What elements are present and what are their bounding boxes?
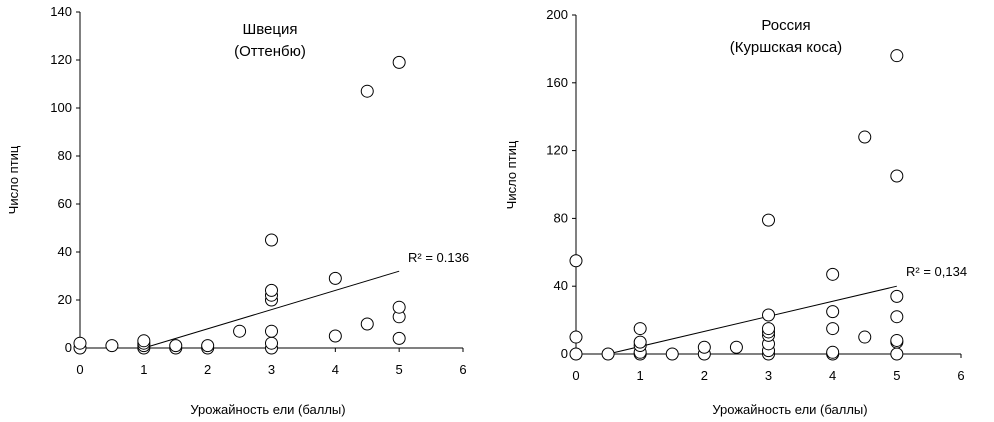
chart-sweden: Швеция (Оттенбю) Число птиц Урожайность … [6, 4, 469, 417]
data-point [265, 233, 278, 247]
data-point [360, 84, 374, 98]
chart-subtitle: (Оттенбю) [234, 43, 306, 60]
x-tick-label: 0 [572, 368, 579, 383]
data-point [392, 331, 406, 345]
x-tick-label: 5 [893, 368, 900, 383]
y-tick-label: 80 [58, 148, 72, 163]
data-point [633, 335, 647, 349]
x-tick-label: 4 [332, 362, 339, 377]
y-axis-label: Число птиц [6, 145, 21, 214]
trend-line [607, 285, 897, 355]
data-point [265, 324, 278, 338]
chart-title: Россия [761, 17, 810, 34]
data-point [826, 267, 840, 281]
y-tick-label: 200 [546, 7, 568, 22]
data-point [105, 339, 119, 353]
y-axis-label: Число птиц [504, 140, 519, 209]
y-tick-label: 160 [546, 75, 568, 90]
data-point [762, 322, 775, 336]
x-axis-label: Урожайность ели (баллы) [712, 402, 867, 417]
data-point [762, 308, 775, 322]
x-tick-label: 3 [765, 368, 772, 383]
data-point [201, 339, 215, 353]
data-point [169, 339, 183, 353]
x-tick-label: 6 [459, 362, 466, 377]
data-point [890, 310, 904, 324]
chart-russia: Россия (Куршская коса) Число птиц Урожай… [504, 7, 967, 417]
r-squared-annotation: R² = 0.136 [408, 250, 469, 265]
x-tick-label: 5 [396, 362, 403, 377]
y-tick-label: 40 [554, 278, 568, 293]
y-tick-label: 60 [58, 196, 72, 211]
data-point [601, 347, 615, 361]
data-point [360, 317, 374, 331]
y-tick-label: 120 [50, 52, 72, 67]
r-squared-annotation: R² = 0,134 [906, 264, 967, 279]
data-point [826, 305, 840, 319]
data-point [890, 169, 904, 183]
y-tick-label: 140 [50, 4, 72, 19]
data-point [697, 340, 711, 354]
data-point [665, 347, 679, 361]
data-point [328, 329, 342, 343]
x-tick-label: 1 [637, 368, 644, 383]
data-point [569, 347, 583, 361]
data-point [328, 271, 342, 285]
x-tick-label: 3 [268, 362, 275, 377]
y-tick-label: 20 [58, 292, 72, 307]
data-point [826, 345, 840, 359]
x-tick-label: 2 [701, 368, 708, 383]
data-point [137, 334, 151, 348]
y-tick-label: 0 [65, 340, 72, 355]
data-point [233, 324, 247, 338]
data-point [569, 330, 583, 344]
data-point [890, 49, 904, 63]
data-point [73, 336, 87, 350]
chart-subtitle: (Куршская коса) [730, 39, 842, 56]
x-tick-label: 6 [957, 368, 964, 383]
y-tick-label: 0 [561, 346, 568, 361]
data-point [392, 300, 406, 314]
data-point [890, 289, 904, 303]
data-point [858, 330, 872, 344]
data-point [890, 333, 904, 347]
chart-title: Швеция [243, 21, 298, 38]
x-tick-label: 2 [204, 362, 211, 377]
x-tick-label: 1 [140, 362, 147, 377]
data-point [265, 336, 278, 350]
data-point [569, 254, 583, 268]
data-point [729, 340, 743, 354]
y-tick-label: 100 [50, 100, 72, 115]
y-tick-label: 80 [554, 210, 568, 225]
y-tick-label: 120 [546, 143, 568, 158]
data-point [826, 322, 840, 336]
x-tick-label: 4 [829, 368, 836, 383]
trend-line [143, 270, 400, 349]
data-point [265, 283, 278, 297]
y-tick-label: 40 [58, 244, 72, 259]
data-point [633, 322, 647, 336]
data-point [890, 347, 904, 361]
data-point [392, 55, 406, 69]
x-tick-label: 0 [76, 362, 83, 377]
data-point [858, 130, 872, 144]
x-axis-label: Урожайность ели (баллы) [190, 402, 345, 417]
data-point [762, 213, 775, 227]
